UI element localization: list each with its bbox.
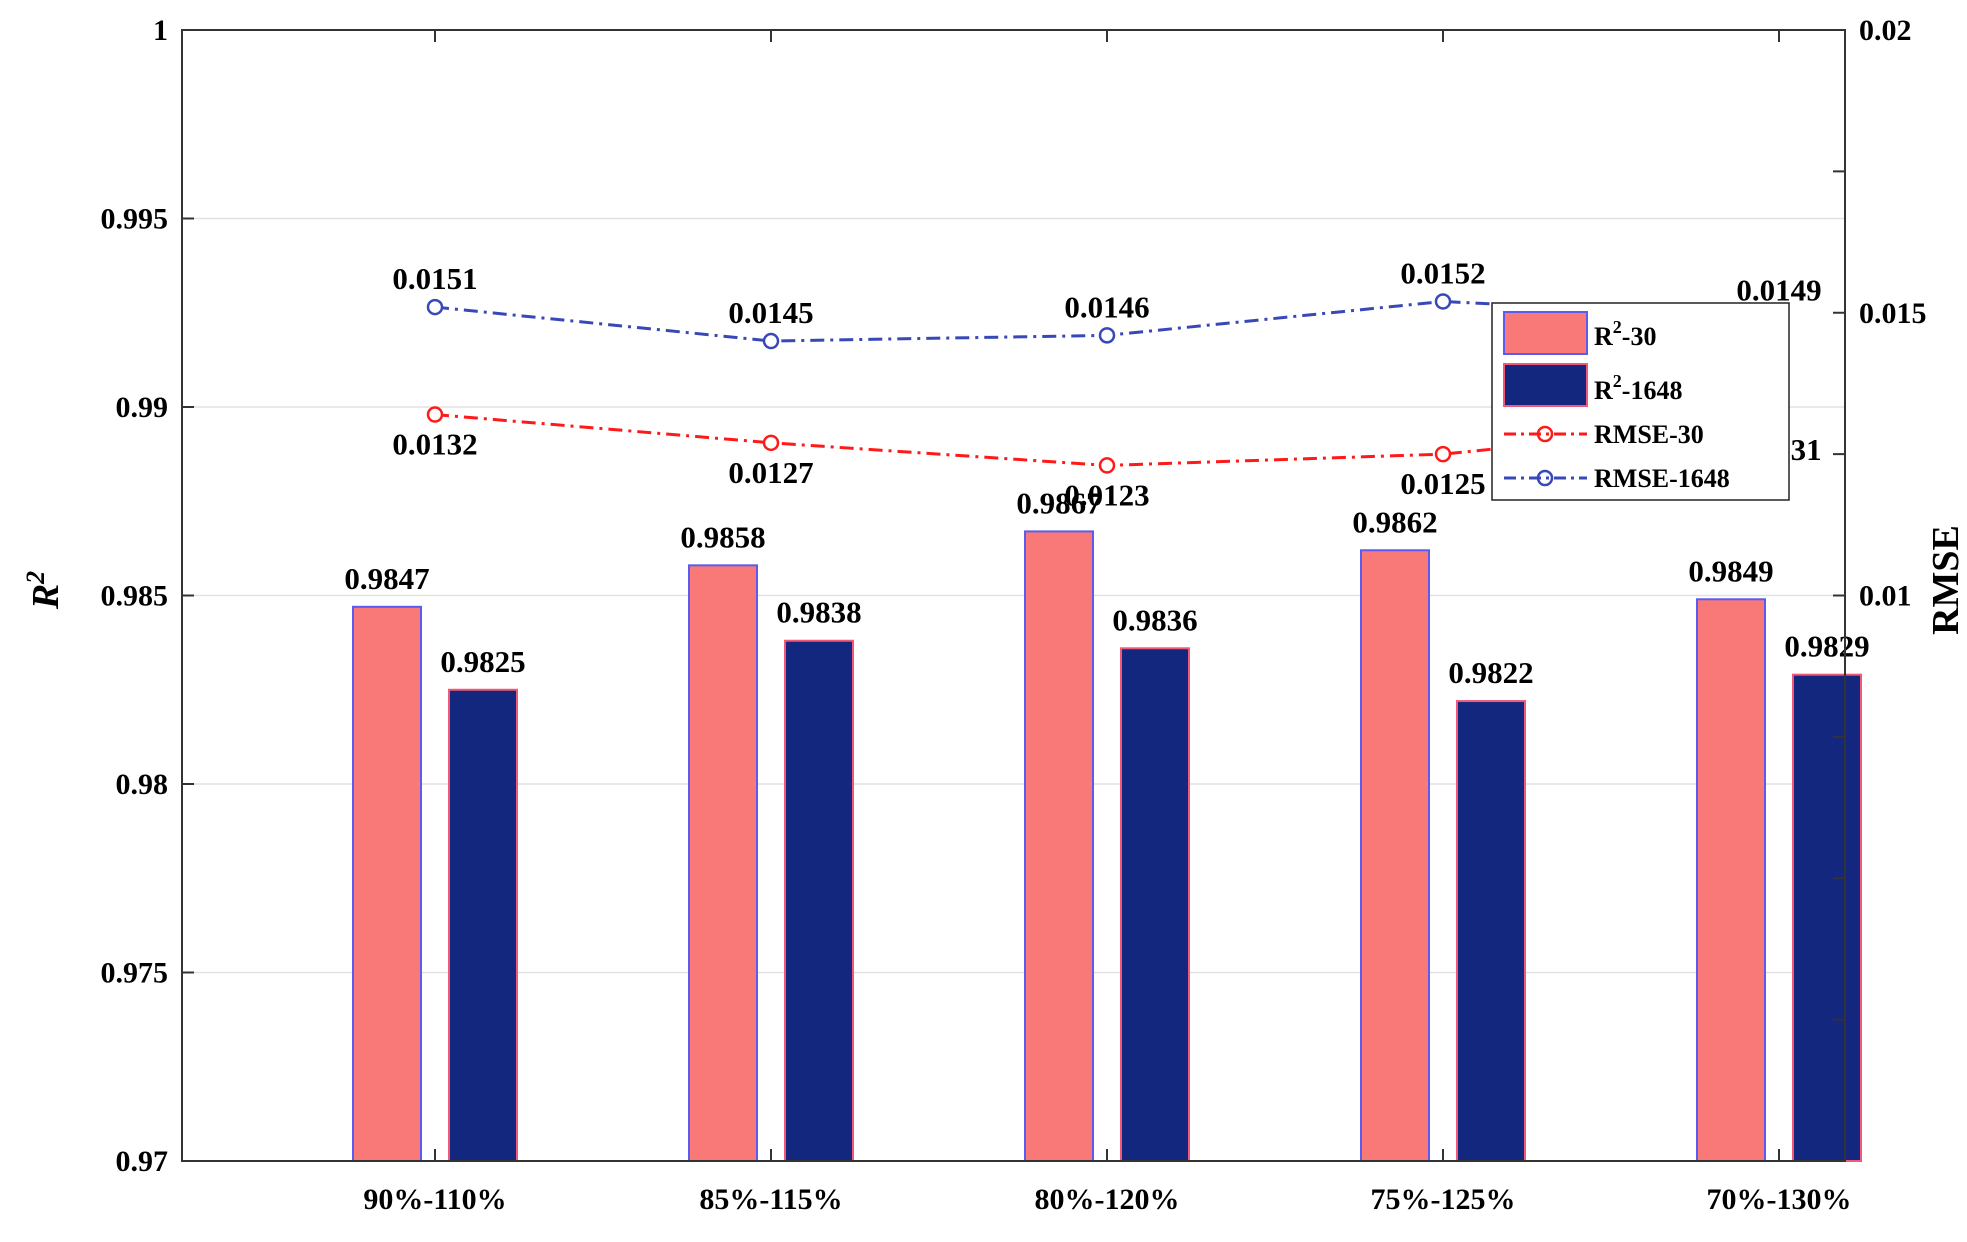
bar-label: 0.9838 — [776, 595, 861, 630]
bar-label: 0.9825 — [440, 644, 525, 679]
y-tick-label: 0.975 — [101, 957, 169, 990]
bar — [784, 639, 854, 1162]
rmse-point — [762, 332, 780, 350]
y-axis-label-base: R — [25, 584, 67, 610]
bar — [352, 605, 422, 1162]
x-tick-label: 70%-130% — [1707, 1183, 1852, 1216]
legend-label-r2-1648: R2-1648 — [1594, 371, 1682, 405]
rmse-label: 0.0146 — [1064, 289, 1149, 324]
y-tick-label: 0.985 — [101, 580, 169, 613]
rmse-point — [1434, 293, 1452, 310]
bar-label: 0.9847 — [344, 561, 429, 596]
right-y-axis: 0.01 0.015 0.02 — [1833, 14, 1927, 1021]
x-axis: 90%-110% 85%-115% 80%-120% 75%-125% 70%-130% — [363, 30, 1852, 1216]
y2-axis-label: RMSE — [1925, 525, 1967, 635]
left-y-axis: 0.97 0.975 0.98 0.985 0.99 0.995 1 — [101, 14, 194, 1178]
rmse-point — [426, 298, 444, 316]
bar — [1696, 598, 1766, 1162]
legend-swatch-r2-1648 — [1503, 363, 1588, 407]
bar-label: 0.9858 — [680, 519, 765, 554]
rmse-label: 0.0145 — [728, 295, 813, 330]
bar — [1360, 549, 1430, 1162]
y-tick-label: 0.995 — [101, 203, 169, 236]
legend: R2-30 R2-1648 RMSE-30 RMSE-1648 — [1491, 302, 1790, 501]
bar — [1120, 647, 1190, 1162]
rmse-label: 0.0149 — [1736, 272, 1821, 307]
bar — [1456, 700, 1526, 1162]
y-axis-label: R2 — [21, 571, 67, 610]
x-tick-label: 80%-120% — [1035, 1183, 1180, 1216]
data-labels: 0.9847 0.9858 0.9867 0.9862 0.9849 0.9825 0.98… — [344, 255, 1869, 690]
y-axis-label-sup: 2 — [21, 571, 50, 585]
y2-tick-label: 0.015 — [1859, 297, 1927, 330]
y-tick-label: 0.97 — [116, 1145, 169, 1178]
y-tick-label: 0.99 — [116, 391, 169, 424]
bar-label: 0.9867 — [1016, 485, 1101, 520]
bar — [1024, 530, 1094, 1162]
legend-label-r2-30: R2-30 — [1594, 317, 1656, 351]
legend-label-rmse-1648: RMSE-1648 — [1594, 464, 1730, 493]
legend-marker-rmse-30 — [1536, 425, 1554, 443]
y2-tick-label: 0.02 — [1859, 14, 1912, 47]
rmse-label: 0.0123 — [1064, 477, 1149, 512]
rmse-point — [1098, 457, 1116, 474]
bar — [688, 564, 758, 1162]
legend-marker-rmse-1648 — [1536, 469, 1554, 487]
bar — [448, 688, 518, 1162]
rmse-label: 0.0127 — [728, 455, 813, 490]
rmse-point — [762, 434, 780, 452]
legend-label-rmse-30: RMSE-30 — [1594, 420, 1704, 449]
bar-label: 0.9862 — [1352, 504, 1437, 539]
bar — [1792, 673, 1862, 1162]
bars — [352, 530, 1862, 1162]
rmse-point — [426, 406, 444, 423]
x-tick-label: 90%-110% — [363, 1183, 506, 1216]
rmse-label: 0.0152 — [1400, 255, 1485, 290]
bar-label: 0.9829 — [1784, 629, 1869, 664]
rmse-label: 0.0125 — [1400, 466, 1485, 501]
bar-label: 0.9849 — [1688, 553, 1773, 588]
bar-label: 0.9836 — [1112, 602, 1197, 637]
x-tick-label: 85%-115% — [699, 1183, 842, 1216]
bar-label: 0.9822 — [1448, 655, 1533, 690]
y2-tick-label: 0.01 — [1859, 580, 1912, 613]
rmse-label: 0.0151 — [392, 261, 477, 296]
x-tick-label: 75%-125% — [1371, 1183, 1516, 1216]
rmse-point — [1098, 327, 1116, 344]
legend-swatch-r2-30 — [1503, 311, 1588, 355]
rmse-label: 0.0132 — [392, 427, 477, 462]
y-tick-label: 1 — [153, 14, 168, 47]
rmse-point — [1434, 445, 1452, 463]
y-tick-label: 0.98 — [116, 768, 169, 801]
